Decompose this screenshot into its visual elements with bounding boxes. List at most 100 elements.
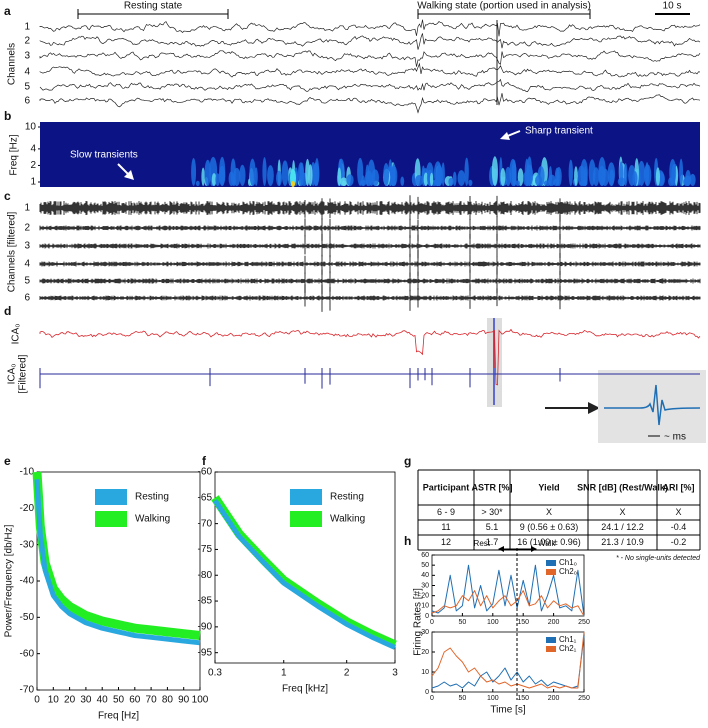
plot-frame	[214, 471, 396, 664]
y-tick-label: -10	[20, 467, 35, 478]
spectral-blob	[267, 165, 274, 186]
table-header: Yield	[538, 482, 559, 492]
panel-label: h	[404, 534, 411, 548]
y-tick-label: 60	[421, 552, 429, 559]
spectral-blob	[195, 180, 200, 186]
eeg-trace	[39, 93, 701, 114]
x-axis-label: Time [s]	[490, 705, 525, 716]
spectral-blob	[436, 165, 443, 186]
spectral-blob	[218, 165, 226, 186]
y-tick-label: -50	[20, 612, 35, 623]
x-tick-label: 0.3	[208, 668, 222, 679]
x-axis-label: Freq [Hz]	[98, 711, 139, 722]
legend-swatch	[546, 560, 556, 566]
table-cell: 6 - 9	[437, 507, 455, 517]
x-tick-label: 3	[392, 668, 398, 679]
spectral-blob	[619, 161, 624, 186]
table-cell: 12	[441, 537, 451, 547]
plot-frame	[431, 631, 585, 693]
spectral-blob	[601, 168, 609, 186]
annotation: Resting state	[124, 1, 183, 12]
y-tick-label: 30	[421, 629, 429, 636]
filtered-trace	[39, 250, 701, 277]
spectral-blob	[191, 158, 197, 186]
filtered-trace	[39, 233, 701, 259]
annotation: Walking state (portion used in analysis)	[417, 1, 591, 12]
y-tick-label: -60	[198, 467, 213, 478]
series-line	[431, 564, 585, 617]
x-tick-label: 100	[487, 695, 499, 702]
table-header: ARI [%]	[663, 482, 695, 492]
table-cell: 5.1	[486, 522, 499, 532]
spectral-blob	[215, 173, 220, 186]
panel-label: c	[4, 189, 11, 203]
spectral-blob	[592, 167, 600, 187]
axis-label: Channels	[7, 43, 18, 85]
spectral-blob	[341, 180, 347, 186]
arrow-head	[588, 402, 600, 414]
y-tick-label: -30	[20, 539, 35, 550]
x-tick-label: 0	[430, 619, 434, 626]
x-tick-label: 250	[578, 619, 590, 626]
spectral-blob	[400, 176, 405, 187]
channel-label: 1	[24, 203, 30, 214]
x-tick-label: 30	[80, 695, 92, 706]
waveform	[604, 384, 701, 426]
table-cell: > 30*	[481, 507, 503, 517]
channel-label: 3	[24, 51, 30, 62]
legend-label: Ch2₁	[559, 644, 577, 653]
table-cell: 21.3 / 10.9	[601, 537, 644, 547]
y-tick-label: 20	[421, 649, 429, 656]
spectral-blob	[683, 177, 690, 186]
y-tick-label: 10	[25, 122, 37, 133]
eeg-trace	[39, 33, 701, 50]
y-tick-label: -85	[198, 596, 213, 607]
arrow-head	[500, 132, 510, 140]
spectral-blob	[543, 180, 552, 186]
legend-label: Walking	[330, 514, 365, 525]
annotation: Rest	[474, 539, 491, 548]
channel-label: 6	[24, 96, 30, 107]
x-tick-label: 50	[113, 695, 125, 706]
legend-label: Resting	[330, 492, 364, 503]
y-tick-label: 30	[421, 582, 429, 589]
filtered-trace	[39, 214, 701, 242]
y-tick-label: -40	[20, 576, 35, 587]
spectral-blob	[655, 167, 661, 186]
x-tick-label: 20	[64, 695, 76, 706]
x-tick-label: 60	[129, 695, 141, 706]
channel-label: 3	[24, 241, 30, 252]
spectral-blob	[448, 177, 454, 187]
table-cell: 16 (1.00 ± 0.96)	[517, 537, 580, 547]
x-tick-label: 2	[344, 668, 350, 679]
annotation: Walk	[538, 539, 556, 548]
legend-label: Walking	[135, 514, 170, 525]
channel-label: 5	[24, 82, 30, 93]
spectral-blob	[201, 167, 205, 186]
channel-label: 1	[24, 22, 30, 33]
legend-swatch	[95, 489, 127, 505]
series-line	[34, 479, 201, 646]
spectral-blob	[383, 163, 390, 187]
panel-label: a	[4, 4, 11, 18]
y-tick-label: -70	[198, 518, 213, 529]
spectral-blob	[500, 167, 506, 186]
panel-label: g	[404, 454, 411, 468]
y-tick-label: 20	[421, 593, 429, 600]
legend-label: Ch1₀	[559, 558, 577, 567]
x-tick-label: 50	[459, 619, 467, 626]
table-cell: 11	[441, 522, 450, 532]
axis-label: Firing Rates [#]	[413, 588, 424, 656]
spectral-blob	[511, 159, 517, 186]
table-header: SNR [dB] (Rest/Walk)	[577, 482, 668, 492]
inset-label: ~ ms	[664, 432, 686, 443]
y-tick-label: 2	[30, 160, 36, 171]
axis-label: ICA₀	[11, 324, 22, 345]
axis-label: [Filtered]	[18, 354, 29, 393]
axis-label: Freq [Hz]	[9, 134, 20, 175]
axis-label: ICA₀	[7, 364, 18, 385]
x-tick-label: 200	[548, 619, 560, 626]
spectral-blob	[415, 175, 424, 186]
